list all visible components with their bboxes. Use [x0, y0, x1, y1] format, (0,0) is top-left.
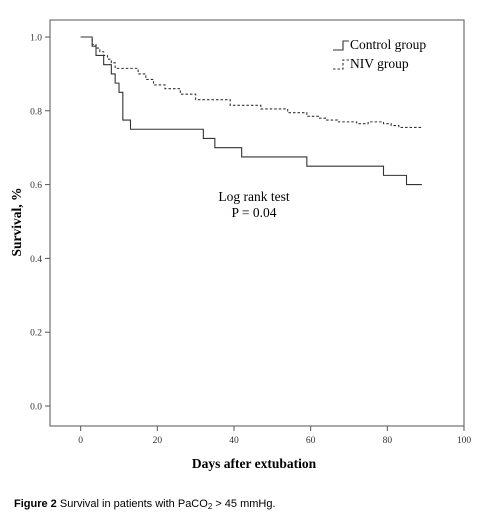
- x-tick-label: 100: [457, 436, 472, 446]
- x-tick-label: 0: [78, 436, 83, 446]
- kaplan-meier-chart: 0 20 40 60 80 100 0.0 0.2 0.4 0.6 0.8 1.0 Control …: [9, 19, 471, 471]
- annotation-line-2: P = 0.04: [232, 205, 277, 220]
- x-tick-label: 20: [153, 436, 163, 446]
- x-axis-title: Days after extubation: [192, 456, 317, 471]
- y-axis-ticks: 0.0 0.2 0.4 0.6 0.8 1.0: [30, 34, 50, 413]
- caption-text-end: > 45 mmHg.: [212, 498, 276, 510]
- x-axis-ticks: 0 20 40 60 80 100: [78, 426, 471, 446]
- y-tick-label: 0.0: [30, 403, 42, 413]
- x-tick-label: 40: [229, 436, 239, 446]
- series-lines: [80, 36, 422, 186]
- control-group-line: [80, 36, 422, 186]
- y-tick-label: 0.4: [30, 255, 42, 265]
- y-tick-label: 0.6: [30, 181, 42, 191]
- y-tick-label: 0.2: [30, 329, 42, 339]
- annotation-line-1: Log rank test: [218, 189, 289, 204]
- legend-label-niv-group: NIV group: [350, 56, 409, 71]
- plot-frame: [49, 19, 465, 427]
- y-tick-label: 1.0: [30, 34, 42, 44]
- x-tick-label: 80: [383, 436, 393, 446]
- y-axis-title: Survival, %: [9, 187, 24, 256]
- axes: [49, 19, 465, 427]
- y-tick-label: 0.8: [30, 107, 42, 117]
- legend: Control group NIV group: [333, 37, 426, 71]
- niv-group-line: [80, 36, 422, 128]
- caption-text: Survival in patients with PaCO: [59, 498, 208, 510]
- caption-label: Figure 2: [14, 498, 57, 510]
- legend-symbol-niv-group: [333, 59, 349, 70]
- legend-label-control-group: Control group: [350, 37, 426, 52]
- figure-caption: Figure 2 Survival in patients with PaCO2…: [14, 498, 276, 511]
- caption-subscript: 2: [207, 502, 213, 511]
- legend-symbol-control-group: [333, 40, 349, 51]
- x-tick-label: 60: [306, 436, 316, 446]
